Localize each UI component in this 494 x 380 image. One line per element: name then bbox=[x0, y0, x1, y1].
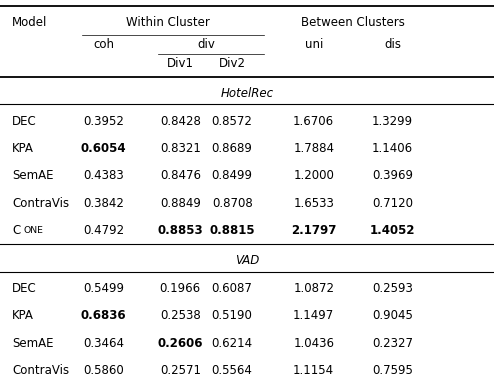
Text: div: div bbox=[197, 38, 215, 51]
Text: Div2: Div2 bbox=[219, 57, 246, 70]
Text: 0.9045: 0.9045 bbox=[372, 309, 413, 323]
Text: 0.8849: 0.8849 bbox=[160, 197, 201, 210]
Text: ContraVis: ContraVis bbox=[12, 197, 70, 210]
Text: DEC: DEC bbox=[12, 115, 37, 128]
Text: 1.7884: 1.7884 bbox=[293, 142, 334, 155]
Text: DEC: DEC bbox=[12, 282, 37, 295]
Text: C: C bbox=[12, 224, 21, 237]
Text: ONE: ONE bbox=[23, 226, 43, 235]
Text: 2.1797: 2.1797 bbox=[291, 224, 336, 237]
Text: 0.2538: 0.2538 bbox=[160, 309, 201, 323]
Text: Div1: Div1 bbox=[167, 57, 194, 70]
Text: 0.2606: 0.2606 bbox=[158, 337, 203, 350]
Text: 0.8853: 0.8853 bbox=[158, 224, 203, 237]
Text: 1.1406: 1.1406 bbox=[372, 142, 413, 155]
Text: 0.8708: 0.8708 bbox=[212, 197, 252, 210]
Text: HotelRec: HotelRec bbox=[220, 87, 274, 100]
Text: KPA: KPA bbox=[12, 142, 34, 155]
Text: 0.8476: 0.8476 bbox=[160, 169, 201, 182]
Text: 0.3952: 0.3952 bbox=[83, 115, 124, 128]
Text: 0.8321: 0.8321 bbox=[160, 142, 201, 155]
Text: 0.8428: 0.8428 bbox=[160, 115, 201, 128]
Text: 0.2571: 0.2571 bbox=[160, 364, 201, 377]
Text: 0.2593: 0.2593 bbox=[372, 282, 413, 295]
Text: coh: coh bbox=[93, 38, 114, 51]
Text: 1.6533: 1.6533 bbox=[293, 197, 334, 210]
Text: ContraVis: ContraVis bbox=[12, 364, 70, 377]
Text: 0.7595: 0.7595 bbox=[372, 364, 413, 377]
Text: Model: Model bbox=[12, 16, 48, 29]
Text: 0.5564: 0.5564 bbox=[212, 364, 252, 377]
Text: 0.8689: 0.8689 bbox=[212, 142, 252, 155]
Text: uni: uni bbox=[304, 38, 323, 51]
Text: 0.8499: 0.8499 bbox=[212, 169, 252, 182]
Text: 0.3464: 0.3464 bbox=[83, 337, 124, 350]
Text: 0.4383: 0.4383 bbox=[83, 169, 124, 182]
Text: 0.2327: 0.2327 bbox=[372, 337, 413, 350]
Text: 0.3842: 0.3842 bbox=[83, 197, 124, 210]
Text: 0.6214: 0.6214 bbox=[211, 337, 253, 350]
Text: SemAE: SemAE bbox=[12, 337, 54, 350]
Text: 0.4792: 0.4792 bbox=[83, 224, 124, 237]
Text: Within Cluster: Within Cluster bbox=[126, 16, 210, 29]
Text: 1.2000: 1.2000 bbox=[293, 169, 334, 182]
Text: 0.5860: 0.5860 bbox=[83, 364, 124, 377]
Text: 0.6836: 0.6836 bbox=[81, 309, 126, 323]
Text: 0.3969: 0.3969 bbox=[372, 169, 413, 182]
Text: KPA: KPA bbox=[12, 309, 34, 323]
Text: 1.1497: 1.1497 bbox=[293, 309, 334, 323]
Text: 0.7120: 0.7120 bbox=[372, 197, 413, 210]
Text: 0.6087: 0.6087 bbox=[212, 282, 252, 295]
Text: 0.6054: 0.6054 bbox=[81, 142, 126, 155]
Text: dis: dis bbox=[384, 38, 401, 51]
Text: VAD: VAD bbox=[235, 254, 259, 267]
Text: SemAE: SemAE bbox=[12, 169, 54, 182]
Text: Between Clusters: Between Clusters bbox=[301, 16, 405, 29]
Text: 0.5190: 0.5190 bbox=[212, 309, 252, 323]
Text: 1.3299: 1.3299 bbox=[372, 115, 413, 128]
Text: 1.6706: 1.6706 bbox=[293, 115, 334, 128]
Text: 1.0872: 1.0872 bbox=[293, 282, 334, 295]
Text: 1.0436: 1.0436 bbox=[293, 337, 334, 350]
Text: 0.8572: 0.8572 bbox=[212, 115, 252, 128]
Text: 1.4052: 1.4052 bbox=[370, 224, 415, 237]
Text: 0.5499: 0.5499 bbox=[83, 282, 124, 295]
Text: 0.1966: 0.1966 bbox=[160, 282, 201, 295]
Text: 1.1154: 1.1154 bbox=[293, 364, 334, 377]
Text: 0.8815: 0.8815 bbox=[209, 224, 255, 237]
